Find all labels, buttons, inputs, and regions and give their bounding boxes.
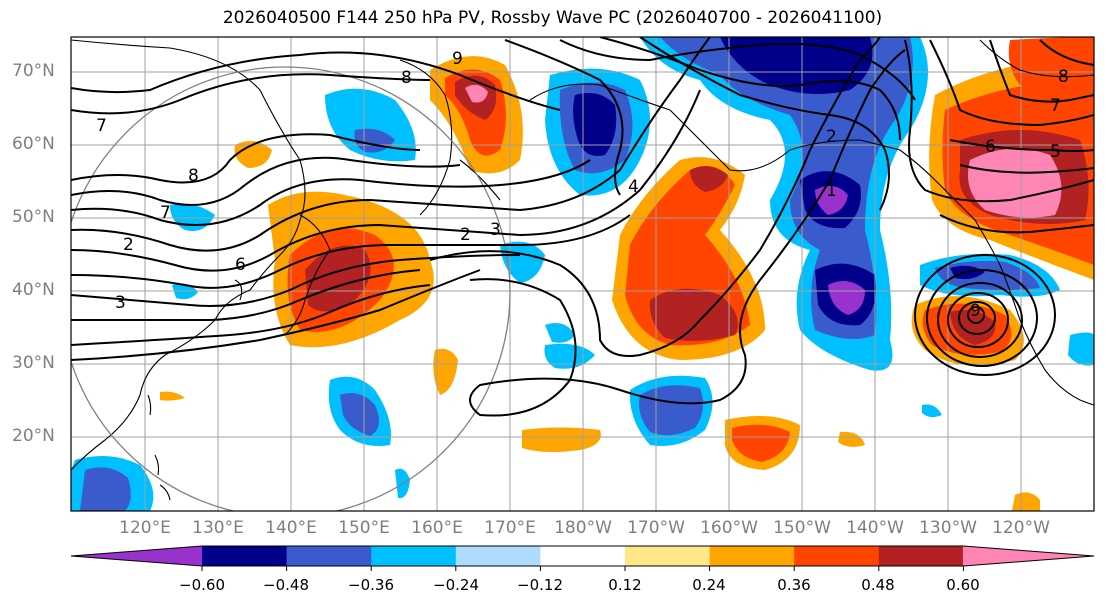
contour-label: 1 [826,181,837,201]
colorbar-segment [202,546,288,566]
colorbar-tick-label: −0.48 [263,576,309,594]
positive-anomaly-shading [160,37,1094,511]
colorbar-tick-label: −0.12 [517,576,563,594]
colorbar-segment [709,546,795,566]
contour-label: 6 [235,255,246,275]
contour-label: 9 [970,301,981,321]
pv-contours [71,37,1094,417]
contour-label: 8 [188,166,199,186]
contour-label: 8 [1058,67,1069,87]
contour-label: 2 [460,225,471,245]
colorbar-tick-label: 0.60 [946,576,980,594]
lon-label: 140°W [846,518,904,538]
lon-label: 160°E [411,518,463,538]
contour-label: 7 [160,203,171,223]
contour-label: 8 [401,68,412,88]
contour-label-group: 9 8 7 8 7 6 2 3 4 2 1 6 5 7 8 2 3 9 [96,49,1069,321]
lat-label: 40°N [12,280,55,300]
contour-label: 7 [1050,96,1061,116]
lon-label: 150°W [773,518,831,538]
lon-label: 140°E [265,518,317,538]
contour-label: 2 [826,127,837,147]
contour-label: 7 [96,116,107,136]
colorbar [70,545,1095,571]
colorbar-extend-high [962,546,1094,566]
colorbar-segment [455,546,541,566]
lon-label: 130°E [192,518,244,538]
graticule [71,37,1094,511]
rossby-wave-circle [71,66,511,511]
colorbar-segment [625,546,711,566]
colorbar-tick-label: −0.60 [179,576,225,594]
colorbar-extend-low [71,546,202,566]
colorbar-tick-label: 0.36 [777,576,811,594]
lat-label: 50°N [12,207,55,227]
contour-label: 5 [1050,142,1061,162]
lon-label: 180°W [554,518,612,538]
lat-label: 60°N [12,134,55,154]
lat-label: 20°N [12,426,55,446]
colorbar-segment [371,546,457,566]
lon-label: 170°E [484,518,536,538]
contour-label: 6 [985,137,996,157]
lat-label: 70°N [12,61,55,81]
lon-label: 120°E [119,518,171,538]
colorbar-tick-label: 0.12 [608,576,642,594]
lon-label: 160°W [700,518,758,538]
contour-label: 3 [490,220,501,240]
contour-label: 9 [452,49,463,69]
colorbar-tick-label: 0.24 [692,576,726,594]
colorbar-tick-label: −0.24 [433,576,479,594]
colorbar-tick-label: −0.36 [348,576,394,594]
contour-label: 3 [115,293,126,313]
contour-label: 2 [123,235,134,255]
colorbar-segment [878,546,964,566]
colorbar-tick-label: 0.48 [861,576,895,594]
colorbar-segment [540,546,626,566]
lat-label: 30°N [12,353,55,373]
coastlines [71,39,1094,501]
colorbar-segment [286,546,372,566]
lon-label: 150°E [338,518,390,538]
lon-label: 130°W [919,518,977,538]
contour-label: 4 [628,177,639,197]
figure-title: 2026040500 F144 250 hPa PV, Rossby Wave … [222,8,883,28]
lon-label: 120°W [992,518,1050,538]
map-frame [70,36,1095,512]
colorbar-segment [794,546,880,566]
lon-label: 170°W [627,518,685,538]
